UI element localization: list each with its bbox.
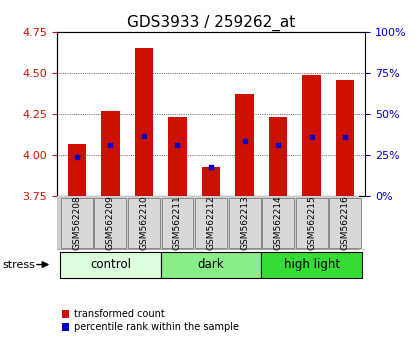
- FancyBboxPatch shape: [94, 198, 126, 248]
- Text: stress: stress: [3, 259, 36, 269]
- FancyBboxPatch shape: [329, 198, 361, 248]
- Text: GSM562215: GSM562215: [307, 196, 316, 250]
- FancyBboxPatch shape: [61, 198, 93, 248]
- Bar: [168, 118, 187, 196]
- Text: control: control: [90, 258, 131, 271]
- Text: high light: high light: [284, 258, 340, 271]
- Bar: [68, 144, 86, 196]
- FancyBboxPatch shape: [261, 252, 362, 278]
- Text: GSM562212: GSM562212: [207, 196, 215, 250]
- Legend: transformed count, percentile rank within the sample: transformed count, percentile rank withi…: [62, 309, 239, 332]
- Text: GSM562208: GSM562208: [72, 196, 81, 250]
- Title: GDS3933 / 259262_at: GDS3933 / 259262_at: [127, 14, 295, 30]
- FancyBboxPatch shape: [128, 198, 160, 248]
- Text: dark: dark: [198, 258, 224, 271]
- Bar: [269, 118, 287, 196]
- Bar: [235, 95, 254, 196]
- FancyBboxPatch shape: [296, 198, 328, 248]
- Text: GSM562209: GSM562209: [106, 196, 115, 250]
- Text: GSM562213: GSM562213: [240, 196, 249, 250]
- Text: GSM562211: GSM562211: [173, 196, 182, 250]
- Bar: [336, 80, 354, 196]
- FancyBboxPatch shape: [262, 198, 294, 248]
- Text: GSM562214: GSM562214: [274, 196, 283, 250]
- Bar: [302, 75, 321, 196]
- FancyBboxPatch shape: [162, 198, 194, 248]
- FancyBboxPatch shape: [228, 198, 260, 248]
- FancyBboxPatch shape: [60, 252, 161, 278]
- FancyBboxPatch shape: [161, 252, 261, 278]
- Text: GSM562216: GSM562216: [341, 196, 350, 250]
- Bar: [101, 111, 120, 196]
- Bar: [202, 167, 220, 196]
- Bar: [135, 48, 153, 196]
- FancyBboxPatch shape: [57, 196, 359, 250]
- Text: GSM562210: GSM562210: [139, 196, 148, 250]
- FancyBboxPatch shape: [195, 198, 227, 248]
